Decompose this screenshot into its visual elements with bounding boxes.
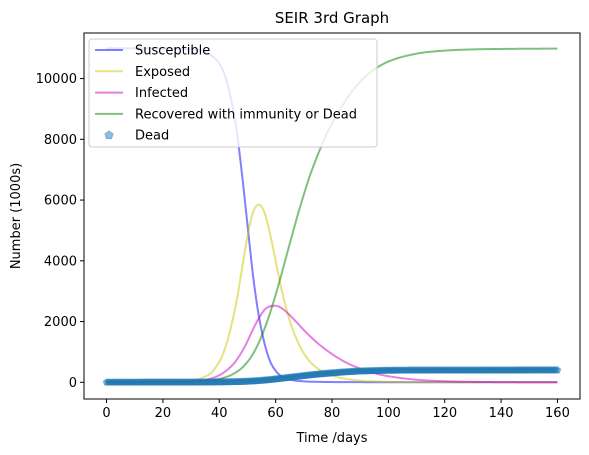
x-tick-label: 80: [324, 406, 341, 421]
series-markers-dead: [102, 366, 562, 386]
x-tick-label: 20: [155, 406, 172, 421]
legend-label-recovered-with-immunity-or-dead: Recovered with immunity or Dead: [135, 107, 357, 122]
y-tick-label: 10000: [36, 72, 77, 87]
y-tick-label: 8000: [44, 133, 77, 148]
dead-marker: [553, 366, 562, 374]
legend-swatch-dead: [104, 130, 114, 140]
legend-label-exposed: Exposed: [135, 65, 190, 80]
legend-label-dead: Dead: [135, 129, 169, 144]
legend-label-infected: Infected: [135, 86, 188, 101]
x-tick-label: 60: [267, 406, 284, 421]
series-layer: [102, 47, 562, 386]
legend-label-susceptible: Susceptible: [135, 44, 210, 59]
x-axis: 0 20 40 60 80 100 120 140 160: [102, 399, 570, 421]
legend-box: [88, 38, 378, 148]
y-tick-label: 4000: [44, 254, 77, 269]
y-axis-title: Number (1000s): [9, 163, 24, 269]
y-tick-label: 2000: [44, 315, 77, 330]
x-tick-label: 160: [545, 406, 570, 421]
y-axis: 0 2000 4000 6000 8000 10000: [36, 72, 84, 391]
x-tick-label: 0: [102, 406, 110, 421]
legend: Susceptible Exposed Infected Recovered with…: [88, 38, 378, 148]
y-tick-label: 6000: [44, 194, 77, 209]
x-tick-label: 140: [489, 406, 514, 421]
x-axis-title: Time /days: [295, 431, 367, 446]
x-tick-label: 100: [376, 406, 401, 421]
x-tick-label: 120: [432, 406, 457, 421]
chart-title: SEIR 3rd Graph: [275, 9, 389, 27]
x-tick-label: 40: [211, 406, 228, 421]
y-tick-label: 0: [69, 376, 77, 391]
